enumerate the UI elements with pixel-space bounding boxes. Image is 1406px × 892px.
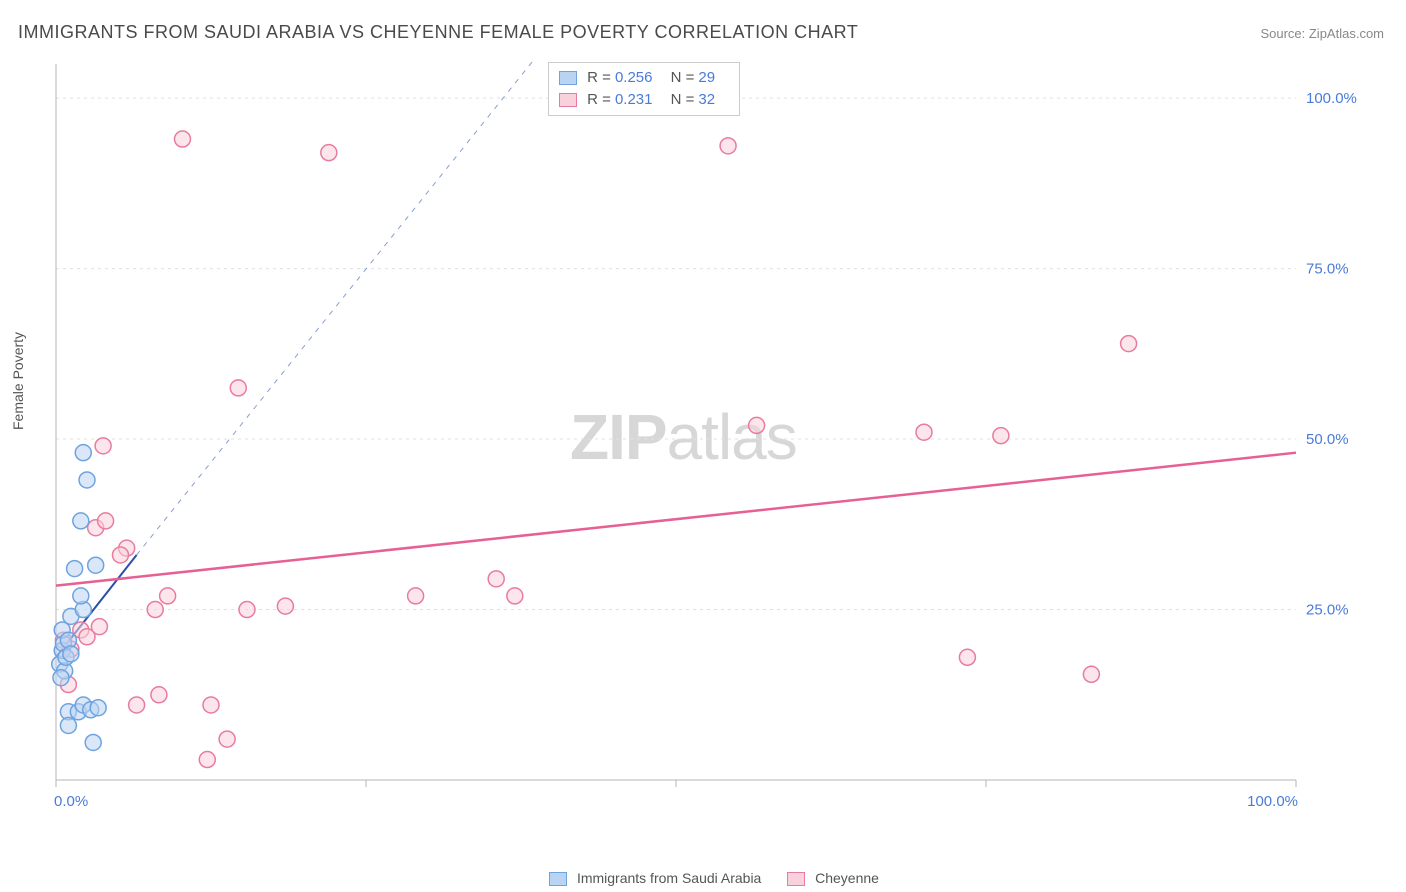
r-label: R = [587,91,611,108]
r-value-b: 0.231 [615,91,653,108]
chart-plot-area: 25.0% 50.0% 75.0% 100.0% 0.0% 100.0% [50,60,1380,820]
y-axis-label: Female Poverty [10,332,26,430]
svg-text:100.0%: 100.0% [1306,90,1357,107]
stats-row-a: R =0.256 N =29 [559,67,729,89]
svg-text:75.0%: 75.0% [1306,261,1349,278]
svg-text:50.0%: 50.0% [1306,431,1349,448]
chart-title: IMMIGRANTS FROM SAUDI ARABIA VS CHEYENNE… [18,22,858,43]
legend-swatch-a [549,872,567,886]
legend-swatch-b [787,872,805,886]
source-attribution: Source: ZipAtlas.com [1260,26,1384,41]
swatch-series-b [559,93,577,107]
n-label: N = [671,91,695,108]
n-value-b: 32 [698,91,715,108]
stats-row-b: R =0.231 N =32 [559,89,729,111]
x-axis-legend: Immigrants from Saudi Arabia Cheyenne [0,870,1406,886]
n-value-a: 29 [698,69,715,86]
legend-label-b: Cheyenne [815,870,879,886]
r-label: R = [587,69,611,86]
r-value-a: 0.256 [615,69,653,86]
n-label: N = [671,69,695,86]
svg-text:100.0%: 100.0% [1247,793,1298,810]
scatter-chart-svg: 25.0% 50.0% 75.0% 100.0% 0.0% 100.0% [50,60,1380,820]
svg-text:25.0%: 25.0% [1306,602,1349,619]
swatch-series-a [559,71,577,85]
legend-label-a: Immigrants from Saudi Arabia [577,870,761,886]
stats-legend-box: R =0.256 N =29 R =0.231 N =32 [548,62,740,116]
svg-text:0.0%: 0.0% [54,793,88,810]
